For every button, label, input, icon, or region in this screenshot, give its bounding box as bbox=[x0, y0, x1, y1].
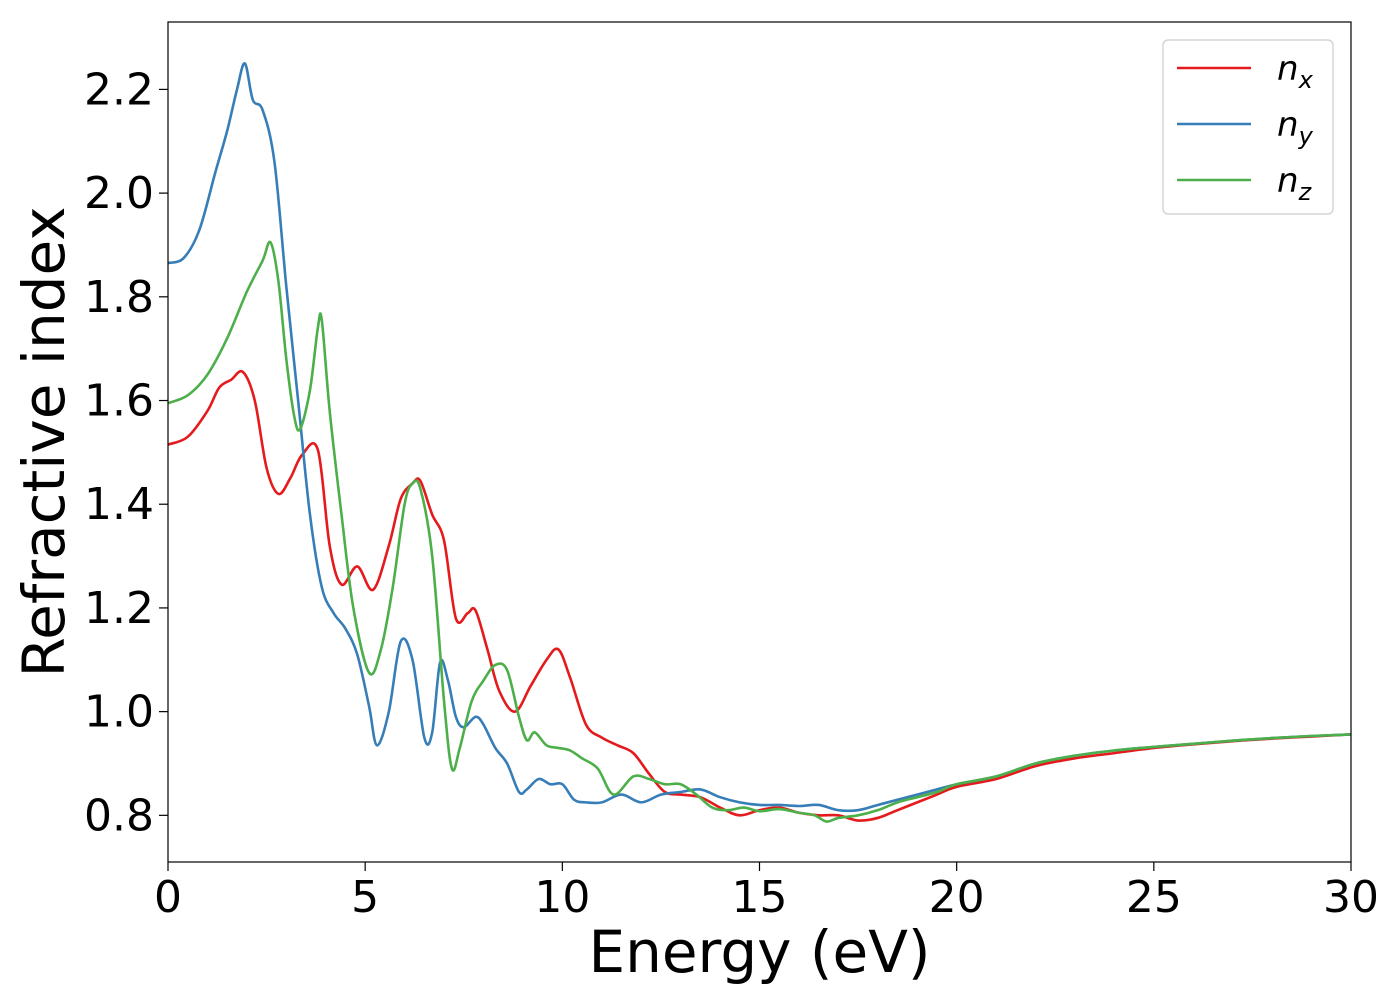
x-axis-title: Energy (eV) bbox=[588, 918, 930, 986]
legend-label-y: ny bbox=[1277, 105, 1314, 150]
x-tick-label: 15 bbox=[732, 872, 788, 923]
y-tick-label: 0.8 bbox=[84, 790, 154, 841]
y-axis-ticks: 0.8 1.0 1.2 1.4 1.6 1.8 2.0 2.2 bbox=[84, 64, 168, 841]
y-tick-label: 1.4 bbox=[84, 479, 154, 530]
y-tick-label: 1.8 bbox=[84, 272, 154, 323]
series-line-x bbox=[168, 369, 1351, 822]
y-tick-label: 2.2 bbox=[84, 64, 154, 115]
legend-label-z: nz bbox=[1277, 161, 1313, 206]
x-tick-label: 0 bbox=[154, 872, 182, 923]
y-tick-label: 1.6 bbox=[84, 376, 154, 427]
x-tick-label: 10 bbox=[534, 872, 590, 923]
x-tick-label: 5 bbox=[351, 872, 379, 923]
x-tick-label: 30 bbox=[1323, 872, 1379, 923]
x-tick-label: 20 bbox=[929, 872, 985, 923]
plot-lines bbox=[168, 62, 1351, 823]
y-axis-title: Refractive index bbox=[10, 206, 78, 677]
series-line-y bbox=[168, 62, 1351, 813]
x-tick-label: 25 bbox=[1126, 872, 1182, 923]
y-tick-label: 1.2 bbox=[84, 583, 154, 634]
y-tick-label: 2.0 bbox=[84, 168, 154, 219]
x-axis-ticks: 0 5 10 15 20 25 30 bbox=[154, 862, 1379, 923]
legend-box bbox=[1162, 39, 1334, 215]
y-tick-label: 1.0 bbox=[84, 687, 154, 738]
series-line-z bbox=[168, 240, 1351, 823]
legend-label-x: nx bbox=[1277, 49, 1314, 94]
legend: nx ny nz bbox=[1162, 39, 1334, 215]
